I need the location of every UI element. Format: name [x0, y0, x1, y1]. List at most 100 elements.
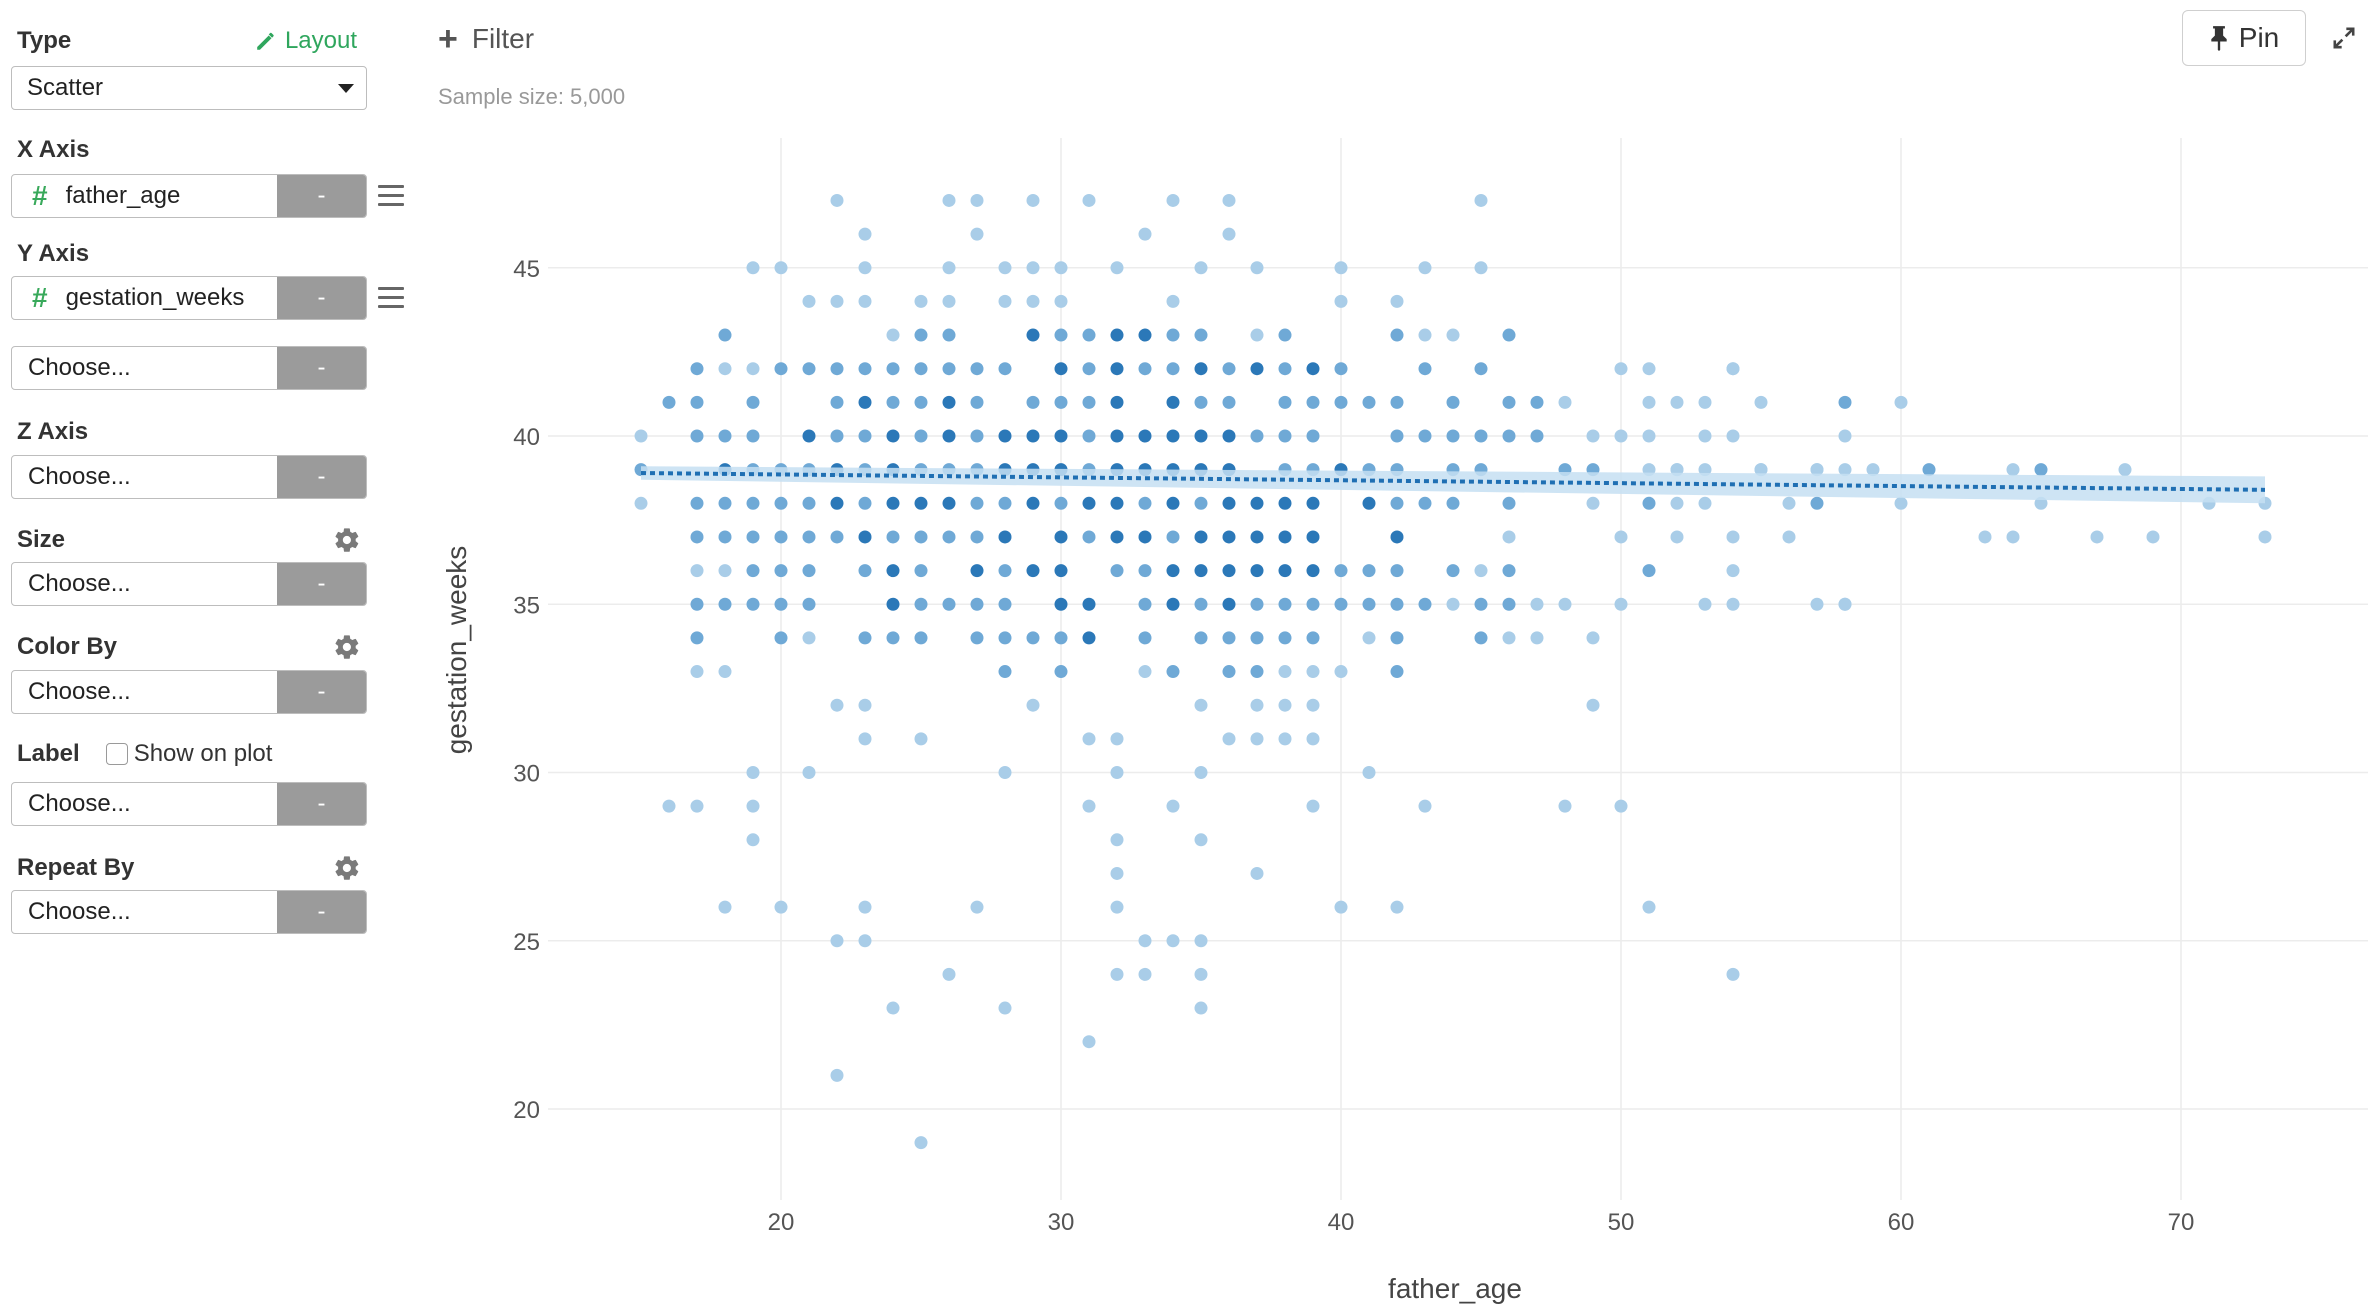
z-axis-choose[interactable]: Choose...	[28, 463, 131, 490]
data-point	[830, 1068, 844, 1082]
data-point	[746, 395, 760, 409]
data-point	[1642, 900, 1656, 914]
x-axis-menu-icon[interactable]	[378, 185, 404, 207]
data-point	[858, 900, 872, 914]
data-point	[1782, 530, 1796, 544]
chart-type-select[interactable]: Scatter	[11, 66, 367, 110]
show-on-plot-checkbox[interactable]	[105, 743, 128, 765]
data-point	[1670, 395, 1684, 409]
size-function-button[interactable]: -	[277, 563, 366, 605]
data-point	[1726, 429, 1740, 443]
label-function-button[interactable]: -	[277, 783, 366, 825]
y-axis-field[interactable]: # gestation_weeks -	[11, 276, 367, 320]
data-point	[1418, 261, 1432, 275]
data-point	[858, 564, 872, 578]
data-point	[1194, 934, 1208, 948]
z-axis-function-button[interactable]: -	[277, 456, 366, 498]
y-axis-field-value[interactable]: # gestation_weeks	[12, 277, 277, 319]
data-point	[1194, 429, 1208, 443]
data-point	[1082, 631, 1096, 645]
data-point	[1586, 429, 1600, 443]
y-axis-title: gestation_weeks	[441, 546, 472, 755]
pin-label: Pin	[2238, 22, 2280, 53]
data-point	[1390, 395, 1404, 409]
data-point	[2006, 530, 2020, 544]
data-point	[634, 496, 648, 510]
z-axis-field[interactable]: Choose... -	[11, 455, 367, 499]
data-point	[1054, 395, 1068, 409]
size-gear-icon[interactable]	[333, 526, 361, 554]
label-choose[interactable]: Choose...	[28, 790, 131, 817]
data-point	[1054, 294, 1068, 308]
color-by-field[interactable]: Choose... -	[11, 670, 367, 714]
show-on-plot-toggle[interactable]: Show on plot	[105, 740, 272, 768]
data-point	[1306, 597, 1320, 611]
repeat-gear-icon[interactable]	[333, 854, 361, 882]
data-point	[1502, 496, 1516, 510]
data-point	[662, 395, 676, 409]
data-point	[1082, 496, 1096, 510]
label-field[interactable]: Choose... -	[11, 782, 367, 826]
data-point	[1362, 597, 1376, 611]
color-by-choose[interactable]: Choose...	[28, 678, 131, 705]
axis-ticks: 20 30 40 50 60 70 20 25 30 35 40 45	[513, 256, 2194, 1236]
size-choose[interactable]: Choose...	[28, 570, 131, 597]
x-axis-column: father_age	[65, 182, 181, 209]
expand-icon[interactable]	[2330, 24, 2358, 52]
data-point	[2258, 530, 2272, 544]
data-point	[1726, 564, 1740, 578]
z-axis-label: Z Axis	[17, 418, 89, 445]
chart-config-sidebar: Type Layout Scatter X Axis # father_age …	[0, 0, 404, 1308]
size-field[interactable]: Choose... -	[11, 562, 367, 606]
data-points	[634, 193, 2272, 1150]
y-axis-label: Y Axis	[17, 240, 90, 267]
color-by-function-button[interactable]: -	[277, 671, 366, 713]
data-point	[1502, 564, 1516, 578]
data-point	[1418, 799, 1432, 813]
data-point	[1894, 395, 1908, 409]
data-point	[1250, 496, 1264, 510]
data-point	[830, 395, 844, 409]
data-point	[1502, 530, 1516, 544]
repeat-by-function-button[interactable]: -	[277, 891, 366, 933]
chevron-down-icon	[338, 84, 354, 93]
data-point	[1138, 631, 1152, 645]
y-axis-extra-field[interactable]: Choose... -	[11, 346, 367, 390]
y-axis-function-button[interactable]: -	[277, 277, 366, 319]
data-point	[1642, 395, 1656, 409]
data-point	[1278, 732, 1292, 746]
x-axis-function-button[interactable]: -	[277, 175, 366, 217]
data-point	[1726, 967, 1740, 981]
pin-button[interactable]: Pin	[2182, 10, 2306, 66]
data-point	[1446, 429, 1460, 443]
type-section-header: Type Layout	[17, 25, 357, 57]
repeat-by-field[interactable]: Choose... -	[11, 890, 367, 934]
y-axis-extra-choose[interactable]: Choose...	[28, 354, 131, 381]
data-point	[1530, 395, 1544, 409]
data-point	[1474, 429, 1488, 443]
data-point	[1586, 496, 1600, 510]
y-axis-menu-icon[interactable]	[378, 287, 404, 309]
color-gear-icon[interactable]	[333, 633, 361, 661]
layout-link[interactable]: Layout	[255, 27, 357, 55]
data-point	[1138, 530, 1152, 544]
data-point	[1166, 328, 1180, 342]
data-point	[1194, 328, 1208, 342]
y-axis-extra-function-button[interactable]: -	[277, 347, 366, 389]
data-point	[1026, 631, 1040, 645]
data-point	[1166, 665, 1180, 679]
data-point	[1306, 698, 1320, 712]
filter-button[interactable]: + Filter	[438, 22, 534, 56]
data-point	[746, 833, 760, 847]
x-axis-field-value[interactable]: # father_age	[12, 175, 277, 217]
data-point	[1334, 294, 1348, 308]
data-point	[1026, 496, 1040, 510]
data-point	[1334, 564, 1348, 578]
data-point	[1110, 261, 1124, 275]
data-point	[1110, 732, 1124, 746]
x-axis-field[interactable]: # father_age -	[11, 174, 367, 218]
repeat-by-choose[interactable]: Choose...	[28, 898, 131, 925]
data-point	[1362, 395, 1376, 409]
data-point	[1194, 967, 1208, 981]
